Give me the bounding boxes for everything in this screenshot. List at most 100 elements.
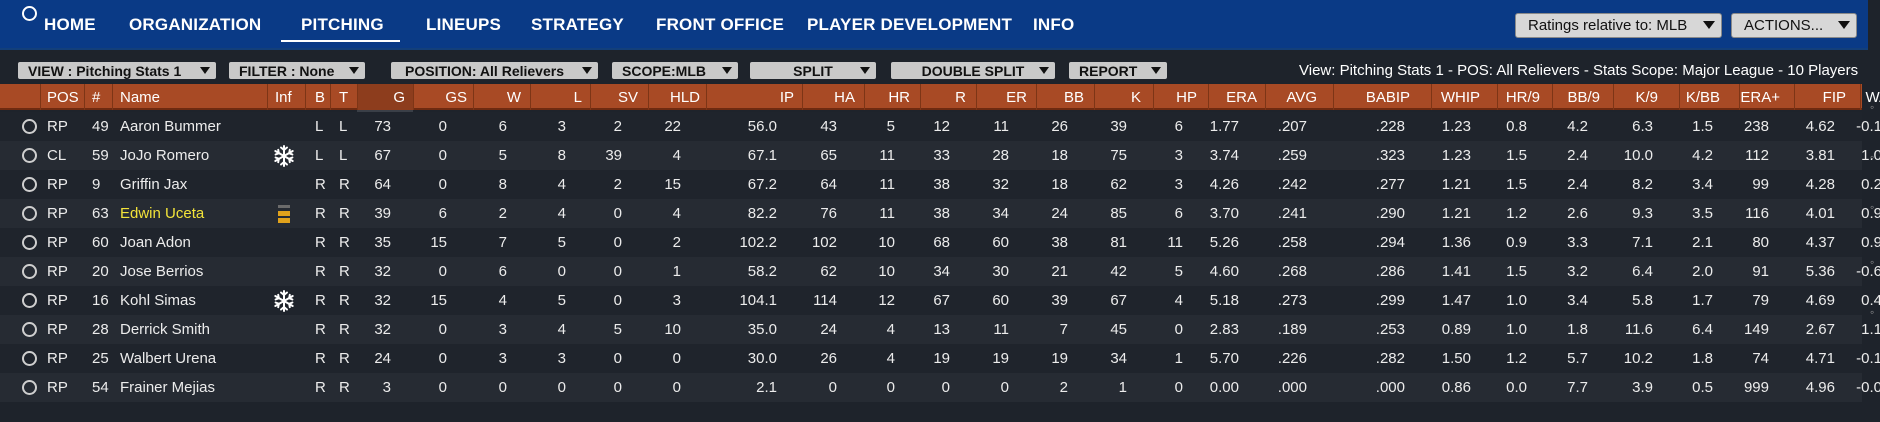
nav-info[interactable]: INFO	[1033, 15, 1075, 34]
nav-lineups[interactable]: LINEUPS	[426, 15, 502, 34]
double-split-dropdown[interactable]: DOUBLE SPLIT	[891, 62, 1055, 79]
column-header-sv[interactable]: SV	[617, 89, 638, 106]
scope-dropdown-label: SCOPE:MLB	[622, 63, 706, 79]
nav-strategy[interactable]: STRATEGY	[531, 15, 624, 34]
column-header-bb-9[interactable]: BB/9	[1567, 89, 1600, 106]
cell-bb: 19	[1051, 350, 1068, 367]
cell-name[interactable]: Jose Berrios	[120, 263, 204, 280]
nav-home[interactable]: HOME	[44, 15, 96, 34]
column-header-whip[interactable]: WHIP	[1440, 89, 1480, 106]
table-row[interactable]: RP 25 Walbert Urena R R 24 0 3 3 0 0 30.0 26 4 19 19 19 3…	[0, 344, 1880, 373]
table-row[interactable]: RP 49 Aaron Bummer L L 73 0 6 3 2 22 56.0 43 5 12 11 26 3…	[0, 112, 1880, 141]
column-header-g[interactable]: G	[393, 89, 405, 106]
cell-name[interactable]: Walbert Urena	[120, 350, 217, 367]
column-header-l[interactable]: L	[573, 89, 582, 106]
column-header-ha[interactable]: HA	[834, 89, 855, 106]
row-select-radio[interactable]	[22, 206, 37, 221]
cell-er: 11	[993, 321, 1009, 338]
column-header-babip[interactable]: BABIP	[1365, 89, 1410, 106]
cell-k9: 5.8	[1632, 292, 1653, 309]
row-select-radio[interactable]	[22, 119, 37, 134]
column-header-pos[interactable]: POS	[47, 89, 79, 106]
column-header-hld[interactable]: HLD	[669, 89, 700, 106]
cell-ha: 102	[811, 234, 837, 251]
column-header-hr-9[interactable]: HR/9	[1505, 89, 1540, 106]
table-row[interactable]: RP 28 Derrick Smith R R 32 0 3 4 5 10 35.0 24 4 13 11 7 4…	[0, 315, 1880, 344]
cell-k: 62	[1110, 176, 1127, 193]
chevron-down-icon	[582, 67, 592, 74]
row-select-radio[interactable]	[22, 380, 37, 395]
column-header-r[interactable]: R	[955, 89, 966, 106]
column-header-w[interactable]: W	[506, 89, 521, 106]
cell-sv: 0	[613, 379, 622, 396]
cell-name[interactable]: Aaron Bummer	[120, 118, 221, 135]
cell-sv: 39	[605, 147, 622, 164]
column-header-inf[interactable]: Inf	[275, 89, 292, 106]
cell-gs: 15	[430, 234, 447, 251]
table-row[interactable]: RP 63 Edwin Uceta R R 39 6 2 4 0 4 82.2 76 11 38 34 24 85…	[0, 199, 1880, 228]
ratings-relative-dropdown[interactable]: Ratings relative to: MLB	[1515, 13, 1722, 38]
column-header-k-9[interactable]: K/9	[1635, 89, 1658, 106]
column-header-era[interactable]: ERA+	[1740, 89, 1780, 106]
column-header-era[interactable]: ERA	[1226, 89, 1257, 106]
cell-name[interactable]: Frainer Mejias	[120, 379, 216, 396]
column-header-[interactable]: #	[92, 89, 101, 106]
column-header-bb[interactable]: BB	[1063, 89, 1084, 106]
select-all-radio[interactable]	[22, 6, 37, 21]
column-header-k-bb[interactable]: K/BB	[1685, 89, 1720, 106]
row-select-radio[interactable]	[22, 177, 37, 192]
row-select-radio[interactable]	[22, 264, 37, 279]
column-separator	[1265, 84, 1266, 110]
column-header-name[interactable]: Name	[120, 89, 161, 106]
cell-whip: 1.36	[1441, 234, 1471, 251]
table-row[interactable]: RP 54 Frainer Mejias R R 3 0 0 0 0 0 2.1 0 0 0 0 2 1 0 0.00…	[0, 373, 1880, 402]
filter-dropdown[interactable]: FILTER : None	[229, 62, 365, 79]
row-select-radio[interactable]	[22, 235, 37, 250]
cell-k: 81	[1110, 234, 1127, 251]
nav-pitching[interactable]: PITCHING	[301, 15, 384, 34]
cell-name[interactable]: Joan Adon	[120, 234, 191, 251]
row-select-radio[interactable]	[22, 322, 37, 337]
column-header-avg[interactable]: AVG	[1286, 89, 1317, 106]
cell-war: 1.0	[1861, 147, 1880, 164]
column-header-t[interactable]: T	[339, 89, 349, 106]
cell-gs: 0	[438, 118, 447, 135]
column-header-war[interactable]: WAR	[1865, 89, 1880, 106]
column-header-k[interactable]: K	[1130, 89, 1141, 106]
column-header-gs[interactable]: GS	[445, 89, 467, 106]
nav-front-office[interactable]: FRONT OFFICE	[656, 15, 784, 34]
cell-fip: 2.67	[1805, 321, 1835, 338]
view-dropdown[interactable]: VIEW : Pitching Stats 1	[18, 62, 216, 79]
row-select-radio[interactable]	[22, 148, 37, 163]
cell-name[interactable]: Griffin Jax	[120, 176, 188, 193]
nav-organization[interactable]: ORGANIZATION	[129, 15, 262, 34]
cell-ha: 62	[820, 263, 837, 280]
cell-name[interactable]: Kohl Simas	[120, 292, 196, 309]
report-dropdown[interactable]: REPORT	[1069, 62, 1167, 79]
table-row[interactable]: RP 60 Joan Adon R R 35 15 7 5 0 2 102.2 102 10 68 60 38 8…	[0, 228, 1880, 257]
table-row[interactable]: RP 16 Kohl Simas R R 32 15 4 5 0 3 104.1 114 12 67 60 39…	[0, 286, 1880, 315]
row-select-radio[interactable]	[22, 351, 37, 366]
cell-name[interactable]: Derrick Smith	[120, 321, 211, 338]
cell-l: 5	[557, 292, 566, 309]
table-row[interactable]: CL 59 JoJo Romero L L 67 0 5 8 39 4 67.1 65 11 33 28 18 7…	[0, 141, 1880, 170]
table-row[interactable]: RP 20 Jose Berrios R R 32 0 6 0 0 1 58.2 62 10 34 30 21 4…	[0, 257, 1880, 286]
cell-w: 3	[498, 321, 507, 338]
column-header-fip[interactable]: FIP	[1822, 89, 1846, 106]
scope-dropdown[interactable]: SCOPE:MLB	[612, 62, 738, 79]
column-header-er[interactable]: ER	[1006, 89, 1027, 106]
row-select-radio[interactable]	[22, 293, 37, 308]
column-header-ip[interactable]: IP	[779, 89, 794, 106]
position-dropdown[interactable]: POSITION: All Relievers	[391, 62, 598, 79]
cell-babip: .253	[1375, 321, 1405, 338]
split-dropdown[interactable]: SPLIT	[750, 62, 876, 79]
column-header-hr[interactable]: HR	[888, 89, 910, 106]
cell-name[interactable]: JoJo Romero	[120, 147, 210, 164]
nav-player-development[interactable]: PLAYER DEVELOPMENT	[807, 15, 1013, 34]
table-row[interactable]: RP 9 Griffin Jax R R 64 0 8 4 2 15 67.2 64 11 38 32 18 62…	[0, 170, 1880, 199]
cell-whip: 1.21	[1441, 176, 1471, 193]
actions-dropdown[interactable]: ACTIONS...	[1731, 13, 1857, 38]
column-header-b[interactable]: B	[315, 89, 326, 106]
cell-name[interactable]: Edwin Uceta	[120, 205, 205, 222]
column-header-hp[interactable]: HP	[1176, 89, 1197, 106]
